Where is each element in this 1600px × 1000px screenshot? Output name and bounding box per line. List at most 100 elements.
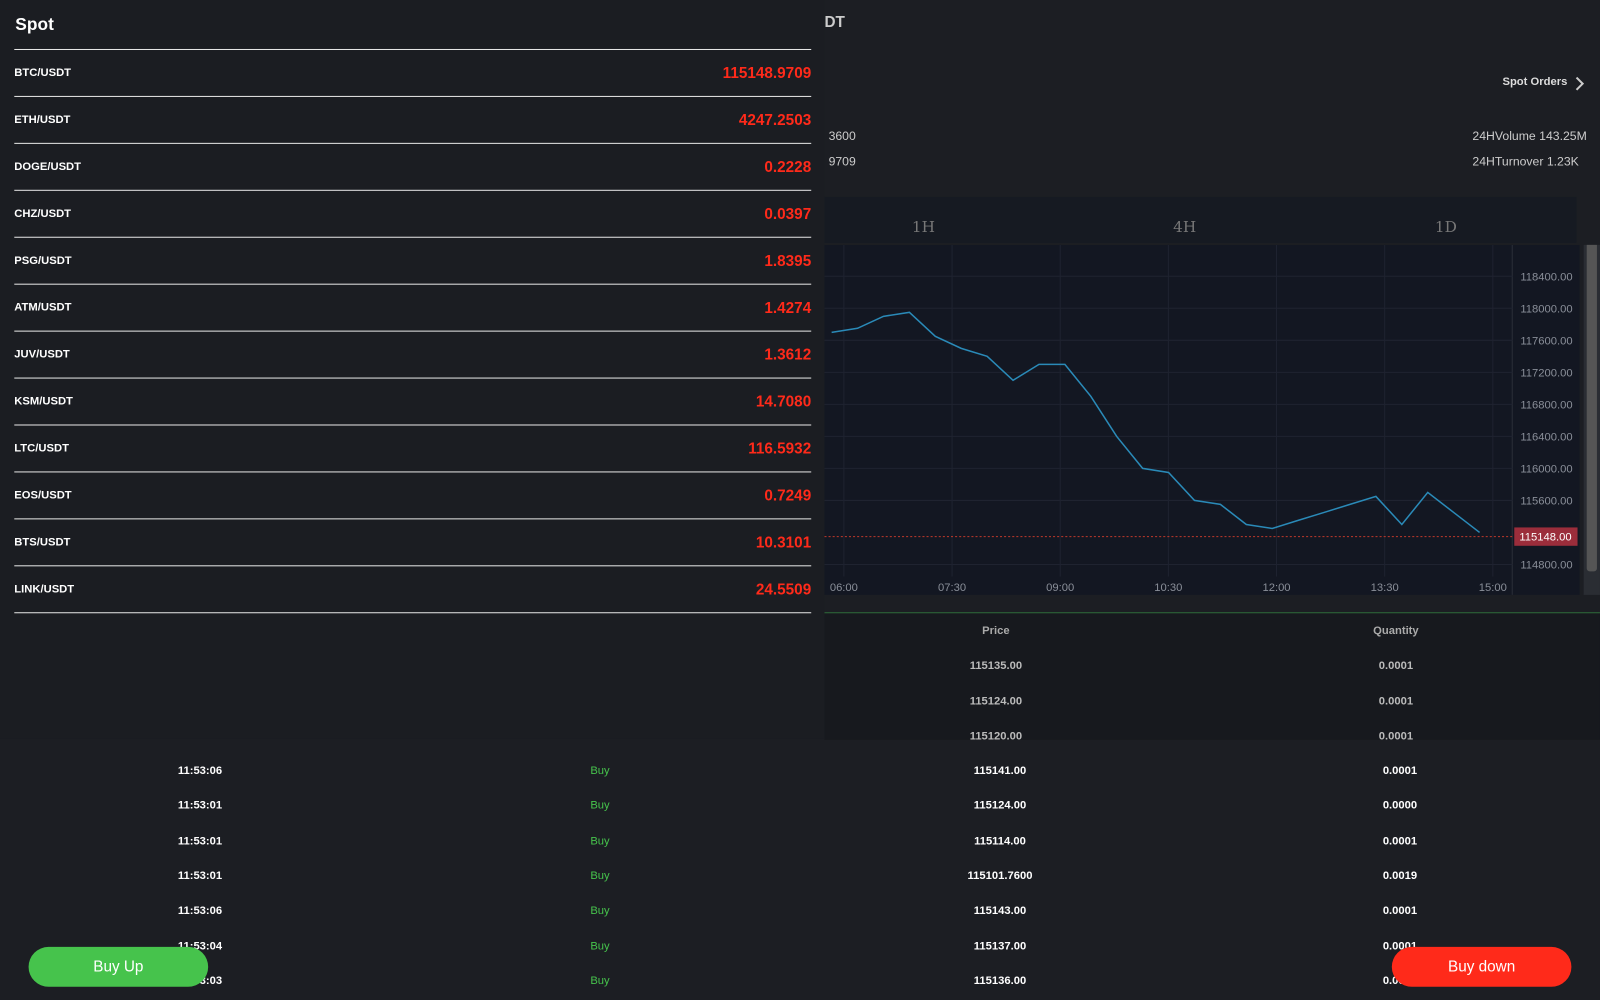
- trade-price: 115101.7600: [967, 869, 1033, 883]
- timeframe-tab: 1D: [1434, 217, 1457, 237]
- separator: [14, 518, 812, 520]
- trade-price: 115114.00: [974, 834, 1026, 848]
- pair-price: 1.4274: [764, 299, 812, 317]
- scroll-thumb: [1586, 244, 1597, 572]
- pair-price: 14.7080: [755, 393, 812, 411]
- separator: [14, 142, 812, 144]
- y-tick-label: 115600.00: [1520, 496, 1572, 508]
- pair-symbol: ATM/USDT: [14, 301, 72, 314]
- trade-side: Buy: [590, 834, 610, 848]
- separator: [14, 330, 812, 332]
- separator: [14, 612, 812, 614]
- y-tick-label: 118400.00: [1520, 271, 1572, 283]
- pair-symbol: EOS/USDT: [14, 489, 72, 502]
- trade-price: 115141.00: [973, 764, 1027, 778]
- separator: [14, 189, 812, 191]
- trade-price: 115143.00: [973, 904, 1027, 918]
- trade-price: 115135.00: [969, 659, 1023, 672]
- separator: [14, 471, 812, 473]
- trade-quantity: 0.0001: [1382, 939, 1418, 953]
- pair-price: 1.3612: [764, 346, 812, 364]
- trade-side: Buy: [590, 974, 610, 988]
- column-header: Quantity: [1373, 624, 1419, 638]
- trade-time: 11:53:01: [177, 834, 223, 848]
- x-tick-label: 10:30: [1154, 582, 1182, 594]
- kline-chart: 114800.00 115600.00 116000.00 116400.00 1168…: [824, 244, 1600, 595]
- volume-stat: 24HVolume 143.25M: [1472, 128, 1587, 143]
- trade-quantity: 0.0001: [1378, 659, 1414, 672]
- pair-price: 115148.9709: [722, 64, 812, 83]
- trade-quantity: 0.0001: [1382, 764, 1418, 778]
- separator: [14, 424, 812, 426]
- trade-quantity: 0.0019: [1382, 869, 1418, 883]
- pair-symbol: DOGE/USDT: [14, 160, 82, 173]
- pair-price: 0.2228: [764, 158, 812, 177]
- trade-side: Buy: [590, 904, 610, 918]
- last-price-label: 115148.00: [1519, 532, 1571, 544]
- separator: [14, 95, 812, 97]
- pair-price: 116.5932: [748, 440, 812, 458]
- trade-time: 11:53:01: [177, 799, 223, 813]
- y-tick-label: 118000.00: [1520, 303, 1572, 315]
- timeframe-bar: [824, 196, 1577, 243]
- trade-quantity: 0.0001: [1382, 834, 1418, 848]
- pair-symbol: ETH/USDT: [14, 113, 71, 127]
- pair-symbol: PSG/USDT: [14, 254, 72, 267]
- pair-symbol: LTC/USDT: [14, 442, 69, 455]
- trade-time: 11:53:01: [177, 869, 223, 883]
- trade-side: Buy: [590, 869, 610, 883]
- trade-quantity: 0.0000: [1382, 799, 1418, 813]
- trade-quantity: 0.0001: [1382, 904, 1418, 918]
- pair-price: 10.3101: [755, 534, 812, 552]
- chevron-icon[interactable]: [1573, 76, 1585, 91]
- pair-symbol: BTC/USDT: [14, 66, 72, 80]
- trade-price: 115124.00: [973, 799, 1027, 813]
- y-tick-label: 116800.00: [1520, 399, 1572, 411]
- trade-price: 115124.00: [969, 694, 1023, 708]
- y-tick-label: 114800.00: [1520, 560, 1572, 572]
- y-tick-label: 117600.00: [1520, 335, 1572, 347]
- trade-quantity: 0.0001: [1378, 730, 1414, 743]
- trades-box: [824, 612, 1600, 740]
- separator: [14, 236, 812, 238]
- y-tick-label: 116400.00: [1520, 431, 1572, 443]
- trade-time: 11:53:06: [177, 904, 223, 918]
- separator: [14, 48, 812, 50]
- pair-price: 4247.2503: [738, 111, 812, 130]
- pair-symbol: KSM/USDT: [14, 395, 73, 408]
- turnover-stat: 24HTurnover 1.23K: [1472, 154, 1579, 169]
- column-header: Price: [982, 624, 1010, 638]
- x-tick-label: 06:00: [830, 582, 858, 594]
- trade-price: 115120.00: [969, 730, 1023, 743]
- timeframe-tab: 4H: [1173, 217, 1197, 237]
- y-tick-label: 116000.00: [1520, 463, 1572, 475]
- separator: [14, 377, 812, 379]
- pair-price: 0.7249: [764, 487, 812, 505]
- trade-time: 11:53:04: [177, 939, 223, 953]
- spot-orders-link: Spot Orders: [1502, 76, 1568, 89]
- chart-bg: [824, 244, 1580, 595]
- separator: [14, 565, 812, 567]
- buy-up-button[interactable]: Buy Up: [28, 946, 209, 987]
- pair-price: 0.0397: [764, 205, 812, 223]
- trade-side: Buy: [590, 939, 610, 953]
- pair-symbol: JUV/USDT: [14, 348, 70, 361]
- panel-title: Spot: [15, 14, 54, 35]
- x-tick-label: 09:00: [1046, 582, 1074, 594]
- separator: [14, 283, 812, 285]
- pair-title: DT: [824, 13, 845, 32]
- timeframe-tab: 1H: [911, 217, 936, 237]
- pair-price: 1.8395: [764, 252, 812, 270]
- trade-price: 115136.00: [973, 974, 1027, 988]
- trade-side: Buy: [590, 799, 610, 813]
- stat: 3600: [828, 128, 856, 143]
- pair-symbol: LINK/USDT: [14, 583, 75, 596]
- x-tick-label: 12:00: [1262, 582, 1290, 594]
- buy-down-button[interactable]: Buy down: [1391, 946, 1572, 987]
- x-tick-label: 15:00: [1479, 582, 1507, 594]
- price-line: [831, 311, 1481, 534]
- pair-symbol: CHZ/USDT: [14, 207, 72, 220]
